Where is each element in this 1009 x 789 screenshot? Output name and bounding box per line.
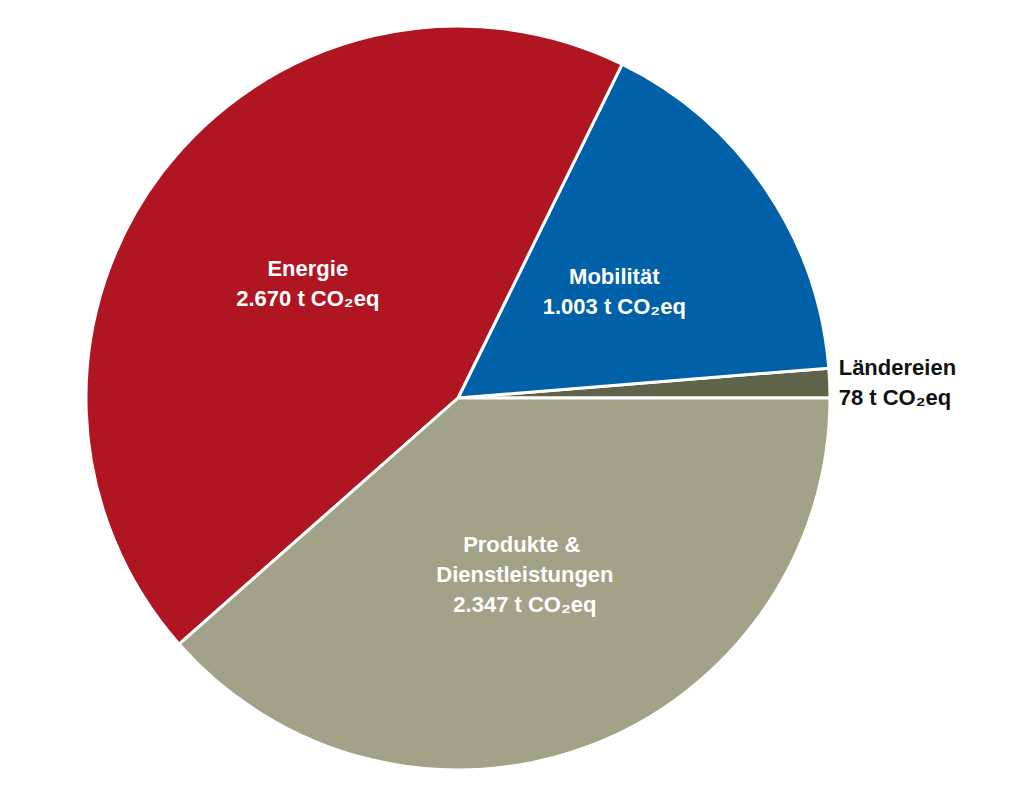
svg-text:Dienstleistungen: Dienstleistungen — [436, 562, 613, 587]
svg-text:2.670 t CO₂eq: 2.670 t CO₂eq — [236, 286, 379, 311]
svg-text:Produkte &: Produkte & — [463, 532, 586, 557]
svg-text:2.347 t CO₂eq: 2.347 t CO₂eq — [453, 592, 596, 617]
svg-text:Ländereien: Ländereien — [839, 355, 956, 380]
svg-text:Energie: Energie — [267, 256, 348, 281]
svg-text:1.003 t CO₂eq: 1.003 t CO₂eq — [543, 294, 686, 319]
svg-text:Mobilität: Mobilität — [569, 264, 660, 289]
svg-text:78 t CO₂eq: 78 t CO₂eq — [839, 385, 951, 410]
